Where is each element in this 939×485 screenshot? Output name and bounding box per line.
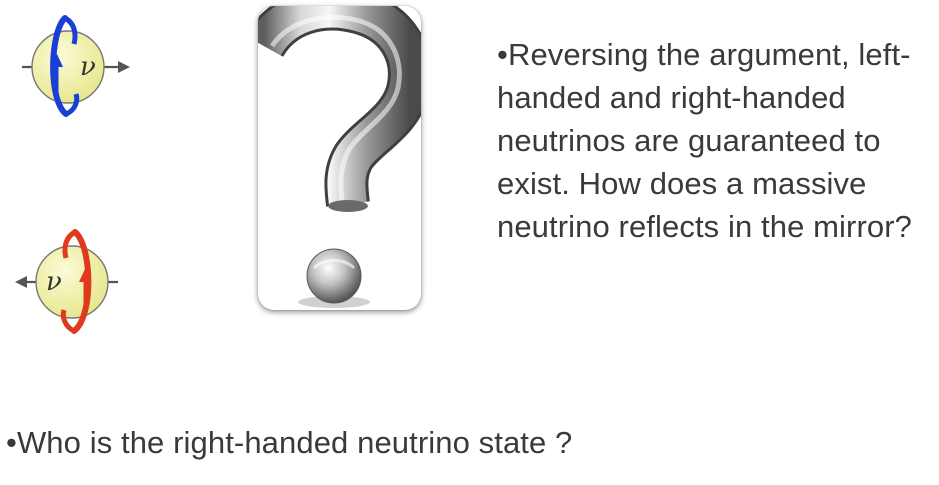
- reversing-argument-paragraph: •Reversing the argument, left-handed and…: [497, 33, 927, 248]
- bullet-marker: •: [497, 37, 508, 72]
- right-handed-state-question: •Who is the right-handed neutrino state …: [6, 421, 906, 464]
- spin-arrowhead-icon: [79, 269, 91, 282]
- spin-arrowhead-icon: [51, 54, 63, 67]
- question-mark-icon: [258, 6, 421, 308]
- spin-band-back: [63, 15, 78, 45]
- neutrino-sphere: [31, 30, 105, 104]
- neutrino-symbol: ν: [46, 267, 62, 297]
- question-mark-card: [258, 6, 421, 310]
- reversing-argument-text: Reversing the argument, left-handed and …: [497, 37, 912, 244]
- spin-band-back: [60, 309, 76, 334]
- bullet-marker: •: [6, 425, 17, 460]
- spin-band-back: [62, 229, 77, 259]
- neutrino-symbol: ν: [80, 52, 96, 82]
- left-handed-neutrino-diagram: ν: [22, 15, 130, 117]
- momentum-arrowhead-icon: [15, 276, 27, 288]
- momentum-arrowhead-icon: [118, 61, 130, 73]
- right-handed-neutrino-diagram: ν: [15, 229, 118, 334]
- spin-band-back: [64, 93, 80, 117]
- right-handed-state-text: Who is the right-handed neutrino state ?: [16, 425, 573, 460]
